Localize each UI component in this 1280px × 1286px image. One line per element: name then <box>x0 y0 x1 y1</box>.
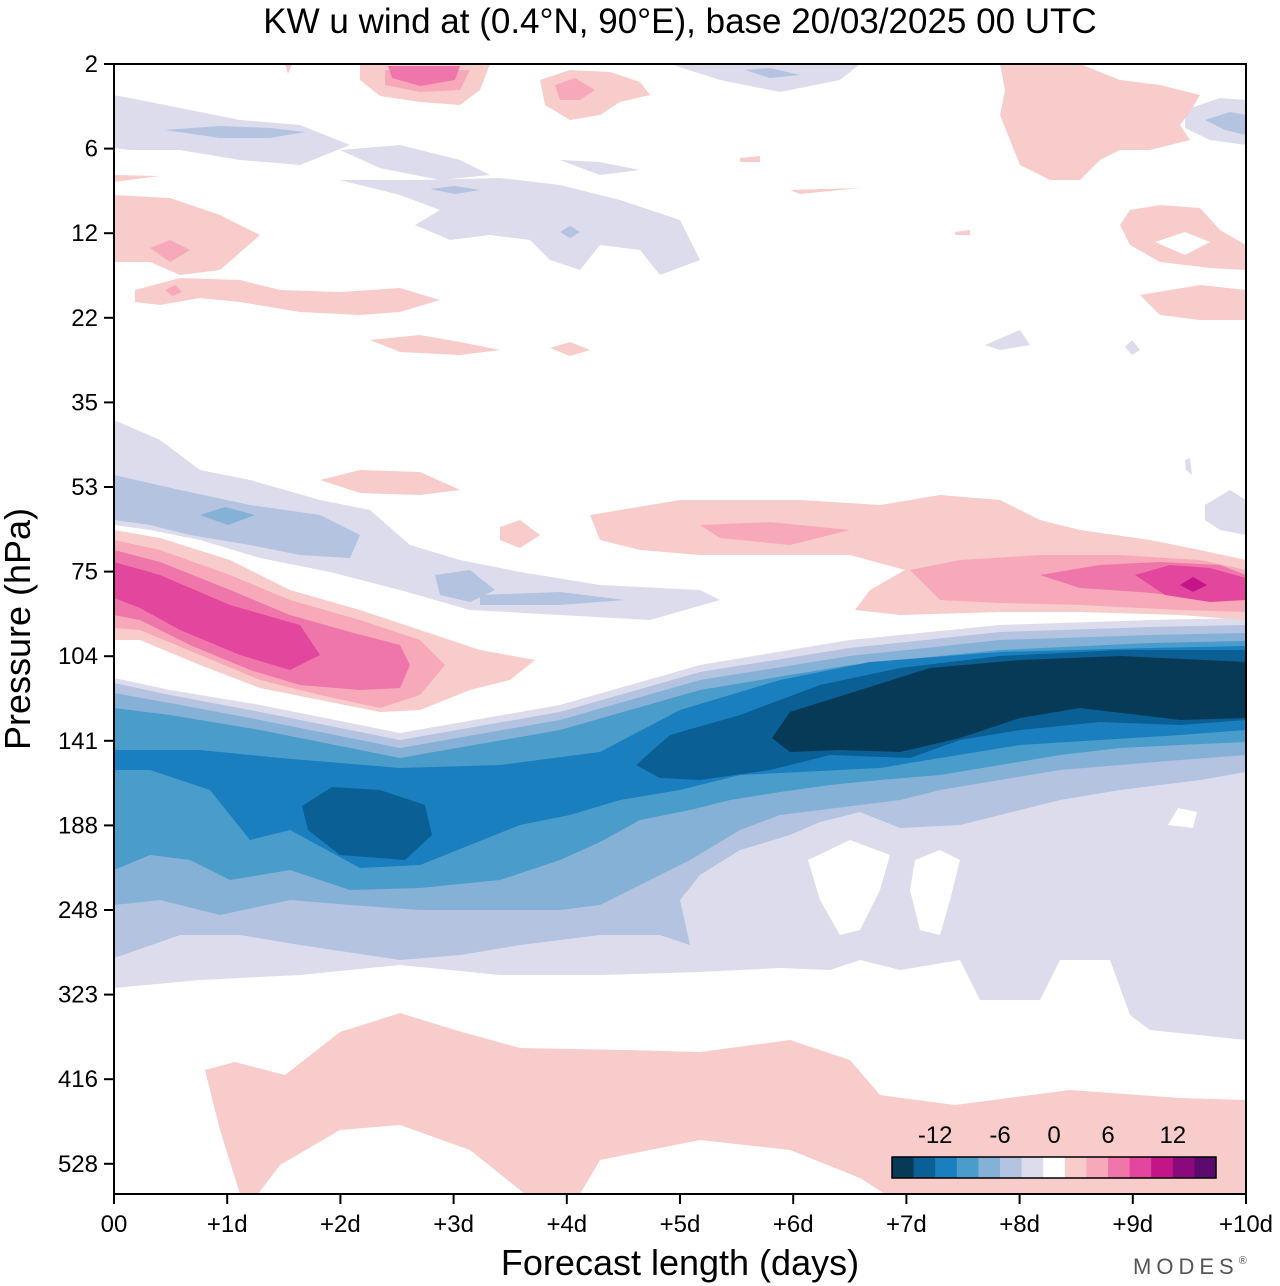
colorbar-swatch <box>978 1157 1001 1178</box>
brand-watermark: MODES® <box>1133 1254 1247 1279</box>
contour-strat-easterly-2 <box>114 64 1246 535</box>
colorbar-swatch <box>1086 1157 1109 1178</box>
x-tick-label: +7d <box>886 1211 927 1238</box>
x-tick-label: +9d <box>1112 1211 1153 1238</box>
contour-strat-westerly-6 <box>388 66 460 86</box>
y-axis: 2 6 12 22 35 53 75 104 141 188 248 323 416 528 <box>58 51 114 1178</box>
x-axis-title: Forecast length (days) <box>501 1242 859 1283</box>
y-tick-label: 75 <box>71 559 98 586</box>
colorbar-swatch <box>1043 1157 1066 1178</box>
x-tick-label: +10d <box>1219 1211 1273 1238</box>
x-tick-label: +5d <box>660 1211 701 1238</box>
y-tick-label: 35 <box>71 389 98 416</box>
y-tick-label: 22 <box>71 305 98 332</box>
colorbar-swatch <box>1000 1157 1023 1178</box>
brand-watermark-mark: ® <box>1239 1255 1247 1267</box>
contour-westerly-upper-8 <box>114 562 320 670</box>
x-tick-label: 00 <box>101 1211 128 1238</box>
colorbar-swatch <box>1194 1157 1217 1178</box>
x-tick-label: +3d <box>433 1211 474 1238</box>
y-tick-label: 141 <box>58 728 98 755</box>
y-tick-label: 416 <box>58 1066 98 1093</box>
x-tick-label: +6d <box>773 1211 814 1238</box>
contour-easterly-band-4 <box>114 475 625 605</box>
colorbar-swatch <box>1108 1157 1131 1178</box>
colorbar-swatch <box>956 1157 979 1178</box>
contour-field <box>114 64 1246 1194</box>
colorbar-label: 6 <box>1101 1122 1114 1149</box>
colorbar-swatch <box>1172 1157 1195 1178</box>
colorbar-swatch <box>1151 1157 1174 1178</box>
colorbar-label: -6 <box>989 1122 1010 1149</box>
y-tick-label: 53 <box>71 474 98 501</box>
y-tick-label: 6 <box>85 136 98 163</box>
colorbar-swatch <box>1021 1157 1044 1178</box>
y-axis-title: Pressure (hPa) <box>0 508 38 750</box>
y-tick-label: 528 <box>58 1151 98 1178</box>
contour-easterly-band-6 <box>200 507 255 525</box>
x-axis: 00 +1d +2d +3d +4d +5d +6d +7d +8d +9d +10d <box>101 1194 1273 1238</box>
x-tick-label: +2d <box>320 1211 361 1238</box>
colorbar-swatch <box>892 1157 915 1178</box>
x-tick-label: +1d <box>207 1211 248 1238</box>
y-tick-label: 323 <box>58 982 98 1009</box>
x-tick-label: +8d <box>999 1211 1040 1238</box>
y-tick-label: 2 <box>85 51 98 78</box>
chart-title: KW u wind at (0.4°N, 90°E), base 20/03/2… <box>263 2 1096 41</box>
y-tick-label: 248 <box>58 897 98 924</box>
colorbar-label: 12 <box>1159 1122 1186 1149</box>
colorbar-swatch <box>1129 1157 1152 1178</box>
x-tick-label: +4d <box>546 1211 587 1238</box>
colorbar: -12 -6 0 6 12 <box>891 1122 1217 1179</box>
contour-westerly-mid-12 <box>1180 577 1207 592</box>
y-tick-label: 12 <box>71 220 98 247</box>
colorbar-label: -12 <box>918 1122 953 1149</box>
colorbar-label: 0 <box>1047 1122 1060 1149</box>
colorbar-frame <box>891 1156 1217 1179</box>
contour-strat-westerly-2 <box>114 64 1246 530</box>
brand-watermark-text: MODES <box>1133 1254 1239 1279</box>
contour-easterly-14 <box>772 656 1246 752</box>
y-tick-label: 104 <box>58 643 98 670</box>
contour-lower-westerly <box>205 1013 1246 1194</box>
colorbar-swatch <box>1064 1157 1087 1178</box>
colorbar-swatch <box>935 1157 958 1178</box>
y-tick-label: 188 <box>58 812 98 839</box>
contour-hole <box>808 232 1210 935</box>
colorbar-swatch <box>913 1157 936 1178</box>
